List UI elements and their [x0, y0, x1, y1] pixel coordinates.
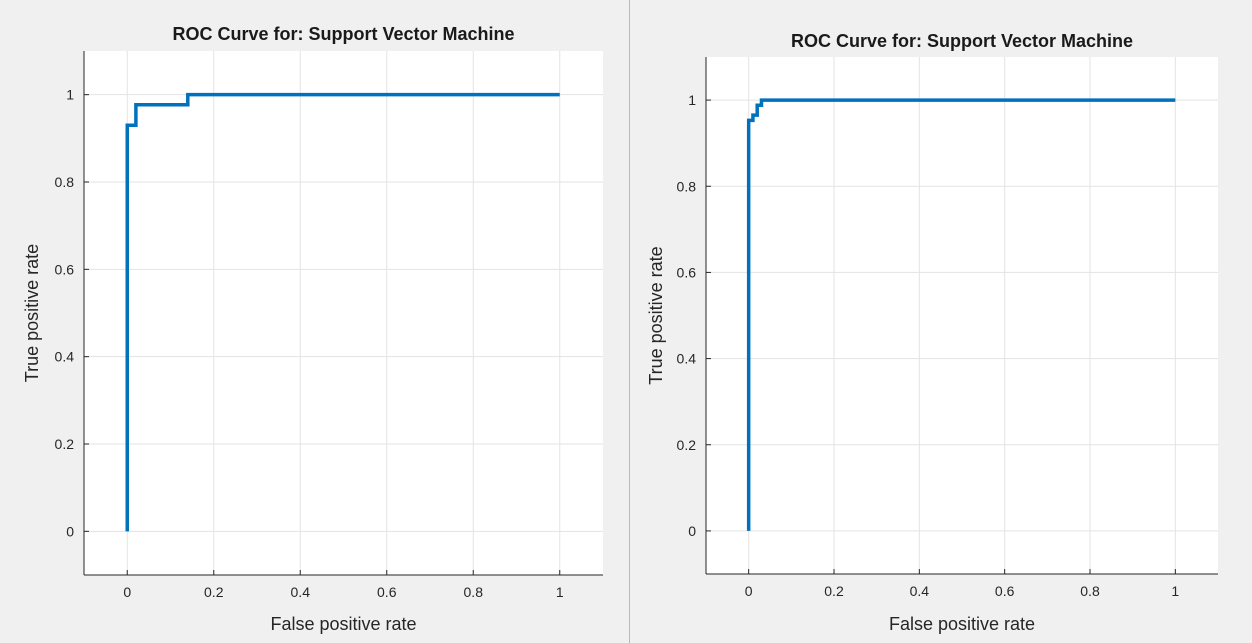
chart-0-y-tick-label: 0.6 — [55, 261, 75, 277]
chart-0-roc-curve-line — [125, 92, 560, 532]
chart-1-y-axis-label: True positive rate — [646, 246, 666, 384]
chart-1-x-tick-label: 0 — [745, 583, 753, 599]
chart-0-y-tick-label: 0.2 — [55, 436, 75, 452]
chart-0-x-tick-label: 0 — [123, 584, 131, 600]
chart-1-y-tick-label: 0.4 — [677, 351, 697, 367]
chart-1-y-tick-label: 1 — [688, 92, 696, 108]
chart-0-plot-area — [84, 51, 603, 575]
chart-1-y-tick-label: 0.2 — [677, 437, 697, 453]
chart-1-chart-title: ROC Curve for: Support Vector Machine — [791, 31, 1133, 51]
chart-0-y-tick-label: 1 — [66, 87, 74, 103]
chart-1-y-tick-label: 0.8 — [677, 178, 697, 194]
chart-1-x-tick-label: 0.2 — [824, 583, 844, 599]
chart-0-chart-title: ROC Curve for: Support Vector Machine — [172, 24, 514, 44]
chart-0-y-tick-label: 0 — [66, 523, 74, 539]
chart-1-x-tick-label: 0.4 — [910, 583, 930, 599]
chart-1-x-tick-label: 0.8 — [1080, 583, 1100, 599]
chart-1-x-tick-label: 0.6 — [995, 583, 1015, 599]
chart-0-x-tick-label: 0.4 — [291, 584, 311, 600]
panel-divider — [629, 0, 630, 643]
chart-0-x-tick-label: 1 — [556, 584, 564, 600]
chart-1-y-tick-label: 0 — [688, 523, 696, 539]
chart-0-x-tick-label: 0.2 — [204, 584, 224, 600]
chart-0-y-tick-label: 0.8 — [55, 174, 75, 190]
roc-chart-left: 0 0.2 0.4 0.6 0.8 1 0 0.2 0.4 0.6 0.8 1 ROC Curve fo… — [22, 24, 603, 634]
chart-1-plot-area — [706, 57, 1218, 574]
chart-0-x-axis-label: False positive rate — [270, 614, 416, 634]
chart-0-y-axis-label: True positive rate — [22, 244, 42, 382]
chart-1-roc-curve-line — [746, 98, 1176, 531]
chart-0-x-tick-label: 0.8 — [464, 584, 484, 600]
chart-0-x-tick-label: 0.6 — [377, 584, 397, 600]
chart-1-x-axis-label: False positive rate — [889, 614, 1035, 634]
chart-0-y-tick-label: 0.4 — [55, 349, 75, 365]
chart-1-x-tick-label: 1 — [1171, 583, 1179, 599]
chart-1-y-tick-label: 0.6 — [677, 264, 697, 280]
